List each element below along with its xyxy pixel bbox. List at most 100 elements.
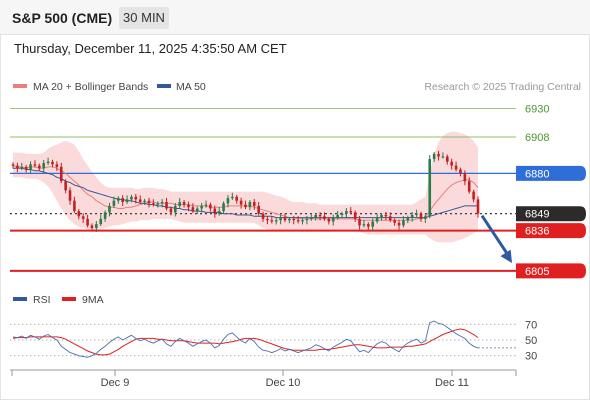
- rsi-tick-50: 50: [525, 335, 537, 347]
- candle-body: [138, 199, 142, 202]
- candle-body: [428, 159, 432, 217]
- x-tick-label: Dec 10: [266, 377, 301, 389]
- candle-body: [11, 164, 15, 166]
- candle-body: [310, 217, 313, 219]
- candle-body: [165, 202, 168, 209]
- candle-body: [283, 217, 287, 221]
- candle-body: [261, 213, 265, 219]
- candle-body: [318, 215, 322, 217]
- candle-body: [59, 166, 63, 182]
- candle-body: [424, 216, 427, 219]
- ma9-line: [12, 328, 479, 356]
- candle-body: [24, 166, 28, 170]
- level-tag-6880: [516, 165, 586, 181]
- candle-body: [252, 202, 256, 206]
- candle-body: [244, 204, 247, 208]
- rsi-panel: 70 50 30: [10, 319, 537, 363]
- candle-body: [445, 156, 449, 162]
- candle-body: [397, 222, 401, 226]
- candle-body: [169, 208, 173, 213]
- candle-body: [231, 196, 234, 199]
- candle-body: [191, 207, 195, 212]
- candle-body: [384, 215, 388, 217]
- candle-body: [182, 202, 186, 205]
- bollinger-band-area: [13, 131, 478, 243]
- candle-body: [292, 218, 296, 221]
- candle-body: [147, 200, 151, 204]
- candle-body: [463, 173, 467, 182]
- candle-body: [112, 200, 116, 206]
- candle-body: [116, 198, 120, 201]
- candle-body: [33, 164, 37, 166]
- candle-body: [20, 166, 24, 169]
- candle-body: [415, 213, 418, 215]
- candle-body: [156, 203, 160, 205]
- ma50-legend-label: MA 50: [176, 81, 206, 93]
- candle-body: [336, 215, 339, 218]
- candle-body: [248, 202, 252, 208]
- candle-body: [16, 165, 19, 169]
- candle-body: [371, 221, 375, 227]
- candle-body: [99, 218, 103, 225]
- candle-body: [296, 220, 300, 222]
- candle-body: [257, 205, 260, 214]
- time-axis: Dec 9 Dec 10 Dec 11: [11, 370, 517, 389]
- candle-body: [187, 204, 190, 208]
- candle-body: [125, 199, 129, 202]
- top-bar: S&P 500 (CME) 30 MIN: [0, 0, 590, 35]
- ma50-legend-swatch: [157, 84, 171, 88]
- candle-body: [108, 205, 111, 213]
- candle-body: [73, 200, 76, 212]
- candle-body: [331, 217, 335, 222]
- timeframe-button[interactable]: 30 MIN: [119, 7, 169, 29]
- candle-body: [86, 218, 89, 226]
- candle-body: [340, 213, 344, 215]
- ma9-legend-swatch: [62, 297, 76, 301]
- candle-body: [406, 217, 410, 221]
- candle-body: [195, 208, 199, 212]
- candle-body: [143, 200, 146, 202]
- level-tag-6805: [516, 263, 586, 279]
- candle-body: [103, 212, 107, 219]
- candle-body: [274, 220, 278, 222]
- x-tick-label: Dec 11: [435, 377, 469, 389]
- forecast-arrow-shaft: [480, 214, 510, 256]
- candle-body: [362, 224, 366, 226]
- candle-body: [178, 202, 181, 206]
- level-tag-6849: [516, 206, 586, 222]
- candle-body: [239, 200, 243, 205]
- candle-body: [160, 202, 164, 204]
- candle-body: [410, 215, 414, 218]
- forecast-arrow: [480, 214, 512, 263]
- rsi-legend-label: RSI: [33, 294, 51, 306]
- candle-body: [288, 218, 291, 221]
- candle-body: [217, 211, 221, 214]
- level-tag-6836: [516, 223, 586, 239]
- candle-body: [204, 204, 208, 206]
- ma9-legend-label: 9MA: [82, 294, 104, 306]
- price-level-lines: [10, 107, 516, 272]
- candle-body: [200, 205, 203, 209]
- candle-body: [64, 181, 67, 191]
- level-label-6908: 6908: [525, 132, 549, 144]
- candle-body: [29, 164, 32, 170]
- price-level-labels: 6930 6908 6880 6849 6836 6805: [516, 103, 586, 279]
- rsi-tick-70: 70: [525, 319, 537, 331]
- candle-body: [353, 212, 357, 219]
- candle-body: [305, 218, 309, 221]
- candle-body: [358, 218, 361, 226]
- candle-body: [454, 165, 458, 170]
- forecast-arrow-head: [500, 249, 512, 263]
- candle-body: [68, 190, 72, 201]
- candle-body: [134, 196, 138, 200]
- candlestick-series: [11, 150, 480, 233]
- ma20-legend-swatch: [13, 84, 27, 88]
- candle-body: [388, 216, 392, 221]
- candle-body: [38, 165, 41, 169]
- ma50-line: [13, 167, 478, 219]
- candle-body: [279, 217, 282, 221]
- rsi-tick-30: 30: [525, 351, 537, 363]
- candle-body: [301, 220, 304, 222]
- candle-body: [81, 216, 85, 219]
- candle-body: [450, 161, 453, 166]
